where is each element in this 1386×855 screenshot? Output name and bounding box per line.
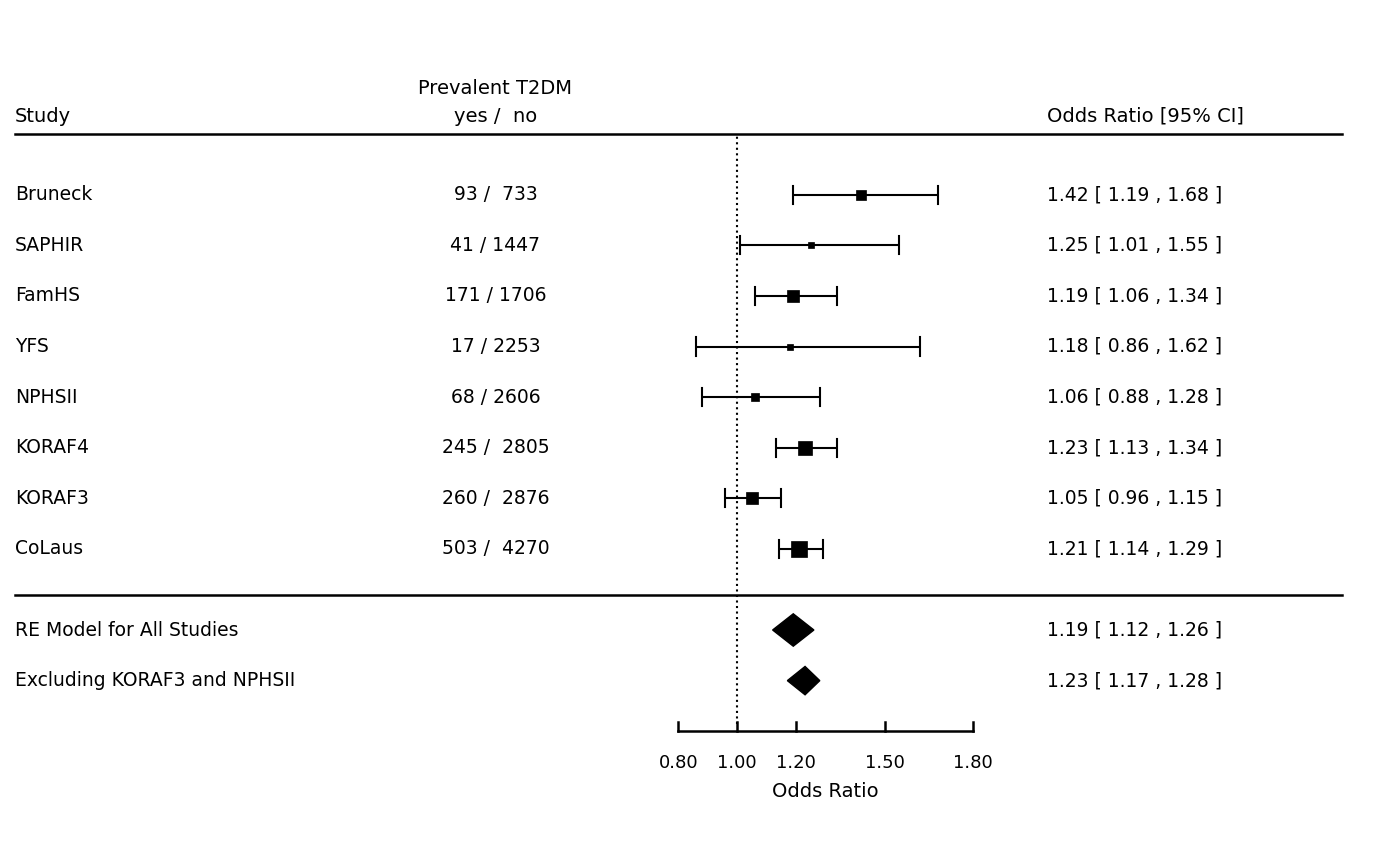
Text: 245 /  2805: 245 / 2805 xyxy=(442,439,549,457)
Text: Odds Ratio [95% CI]: Odds Ratio [95% CI] xyxy=(1046,107,1243,126)
Text: 1.80: 1.80 xyxy=(954,754,992,772)
Text: SAPHIR: SAPHIR xyxy=(15,236,85,255)
Text: 1.21 [ 1.14 , 1.29 ]: 1.21 [ 1.14 , 1.29 ] xyxy=(1046,540,1222,558)
Text: 1.19 [ 1.12 , 1.26 ]: 1.19 [ 1.12 , 1.26 ] xyxy=(1046,621,1222,640)
Text: 1.50: 1.50 xyxy=(865,754,905,772)
Text: KORAF3: KORAF3 xyxy=(15,489,89,508)
Text: 503 /  4270: 503 / 4270 xyxy=(442,540,549,558)
Polygon shape xyxy=(772,614,814,646)
Text: 1.06 [ 0.88 , 1.28 ]: 1.06 [ 0.88 , 1.28 ] xyxy=(1046,387,1222,407)
Text: Excluding KORAF3 and NPHSII: Excluding KORAF3 and NPHSII xyxy=(15,671,295,690)
Text: 171 / 1706: 171 / 1706 xyxy=(445,286,546,305)
Text: Prevalent T2DM: Prevalent T2DM xyxy=(419,79,572,97)
Text: KORAF4: KORAF4 xyxy=(15,439,89,457)
Text: 1.20: 1.20 xyxy=(776,754,816,772)
Text: 0.80: 0.80 xyxy=(658,754,699,772)
Text: Bruneck: Bruneck xyxy=(15,186,91,204)
Text: NPHSII: NPHSII xyxy=(15,387,78,407)
Text: RE Model for All Studies: RE Model for All Studies xyxy=(15,621,238,640)
Text: 93 /  733: 93 / 733 xyxy=(453,186,538,204)
Text: Study: Study xyxy=(15,107,71,126)
Text: YFS: YFS xyxy=(15,337,49,356)
Text: 68 / 2606: 68 / 2606 xyxy=(450,387,541,407)
Polygon shape xyxy=(787,666,819,695)
Text: 260 /  2876: 260 / 2876 xyxy=(442,489,549,508)
Text: yes /  no: yes / no xyxy=(453,107,536,126)
Text: 1.19 [ 1.06 , 1.34 ]: 1.19 [ 1.06 , 1.34 ] xyxy=(1046,286,1222,305)
Text: CoLaus: CoLaus xyxy=(15,540,83,558)
Text: 1.23 [ 1.13 , 1.34 ]: 1.23 [ 1.13 , 1.34 ] xyxy=(1046,439,1222,457)
Text: 1.42 [ 1.19 , 1.68 ]: 1.42 [ 1.19 , 1.68 ] xyxy=(1046,186,1222,204)
Text: 1.18 [ 0.86 , 1.62 ]: 1.18 [ 0.86 , 1.62 ] xyxy=(1046,337,1222,356)
Text: 1.05 [ 0.96 , 1.15 ]: 1.05 [ 0.96 , 1.15 ] xyxy=(1046,489,1222,508)
Text: 1.23 [ 1.17 , 1.28 ]: 1.23 [ 1.17 , 1.28 ] xyxy=(1046,671,1222,690)
Text: Odds Ratio: Odds Ratio xyxy=(772,781,879,801)
Text: 41 / 1447: 41 / 1447 xyxy=(450,236,541,255)
Text: 1.00: 1.00 xyxy=(718,754,757,772)
Text: 1.25 [ 1.01 , 1.55 ]: 1.25 [ 1.01 , 1.55 ] xyxy=(1046,236,1222,255)
Text: FamHS: FamHS xyxy=(15,286,80,305)
Text: 17 / 2253: 17 / 2253 xyxy=(450,337,541,356)
